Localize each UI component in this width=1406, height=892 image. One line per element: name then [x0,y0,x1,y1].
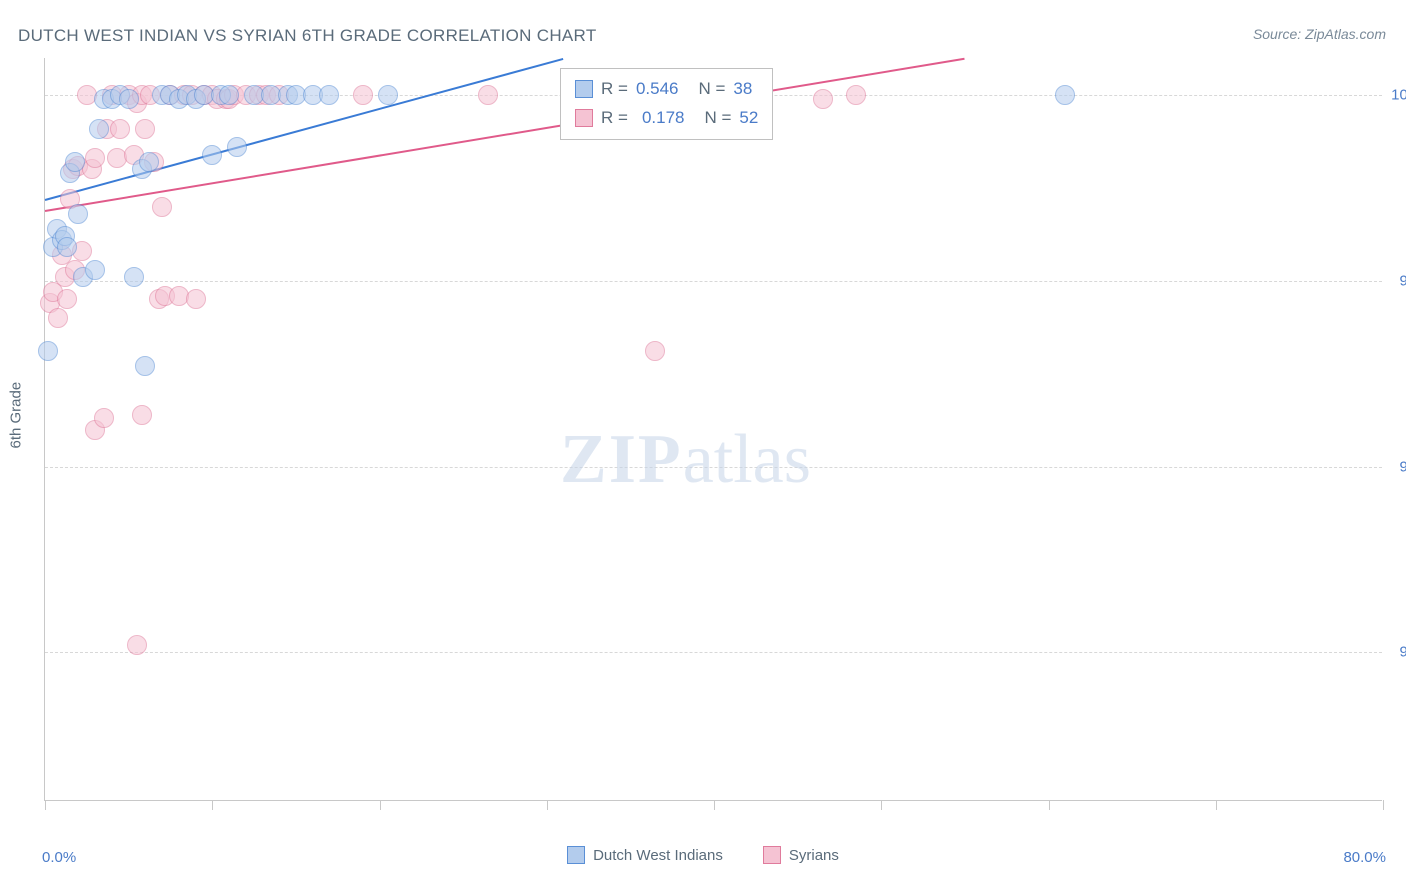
gridline [45,652,1382,653]
x-tick [45,800,46,810]
data-point [353,85,373,105]
correlation-stats-box: R = 0.546 N = 38 R = 0.178 N = 52 [560,68,773,140]
data-point [132,405,152,425]
data-point [186,289,206,309]
x-tick [881,800,882,810]
data-point [119,89,139,109]
data-point [57,237,77,257]
data-point [139,152,159,172]
data-point [227,137,247,157]
data-point [135,356,155,376]
y-tick-label: 97.5% [1399,272,1406,289]
r-label: R = [601,75,628,104]
data-point [38,341,58,361]
data-point [378,85,398,105]
data-point [65,152,85,172]
x-tick [212,800,213,810]
data-point [110,119,130,139]
data-point [57,289,77,309]
n-label: N = [704,104,731,133]
legend-item-syrian: Syrians [763,846,839,864]
data-point [127,635,147,655]
stat-row-syrian: R = 0.178 N = 52 [575,104,758,133]
gridline [45,467,1382,468]
data-point [478,85,498,105]
data-point [85,148,105,168]
data-point [319,85,339,105]
data-point [219,85,239,105]
swatch-syrian-icon [763,846,781,864]
n-label: N = [698,75,725,104]
legend-label: Syrians [789,847,839,864]
legend-item-dutch: Dutch West Indians [567,846,723,864]
source-label: Source: ZipAtlas.com [1253,26,1386,42]
y-axis-label: 6th Grade [8,382,25,449]
x-max-label: 80.0% [1343,849,1386,866]
y-tick-label: 100.0% [1391,87,1406,104]
legend-label: Dutch West Indians [593,847,723,864]
r-label: R = [601,104,628,133]
r-value-syrian: 0.178 [642,104,685,133]
data-point [152,197,172,217]
data-point [94,408,114,428]
chart-title: DUTCH WEST INDIAN VS SYRIAN 6TH GRADE CO… [18,26,597,46]
swatch-syrian-icon [575,109,593,127]
x-tick [1383,800,1384,810]
data-point [89,119,109,139]
data-point [48,308,68,328]
data-point [124,267,144,287]
data-point [813,89,833,109]
r-value-dutch: 0.546 [636,75,679,104]
x-min-label: 0.0% [42,849,76,866]
n-value-dutch: 38 [733,75,752,104]
data-point [135,119,155,139]
stat-row-dutch: R = 0.546 N = 38 [575,75,758,104]
y-tick-label: 92.5% [1399,644,1406,661]
chart-plot-area: 92.5%95.0%97.5%100.0% [44,58,1382,801]
data-point [645,341,665,361]
trendline [45,58,965,212]
data-point [68,204,88,224]
swatch-dutch-icon [575,80,593,98]
data-point [846,85,866,105]
x-tick [1049,800,1050,810]
x-tick [547,800,548,810]
x-tick [714,800,715,810]
y-tick-label: 95.0% [1399,458,1406,475]
data-point [1055,85,1075,105]
n-value-syrian: 52 [739,104,758,133]
gridline [45,281,1382,282]
x-tick [380,800,381,810]
data-point [85,260,105,280]
legend: Dutch West Indians Syrians [0,846,1406,864]
data-point [202,145,222,165]
swatch-dutch-icon [567,846,585,864]
x-tick [1216,800,1217,810]
